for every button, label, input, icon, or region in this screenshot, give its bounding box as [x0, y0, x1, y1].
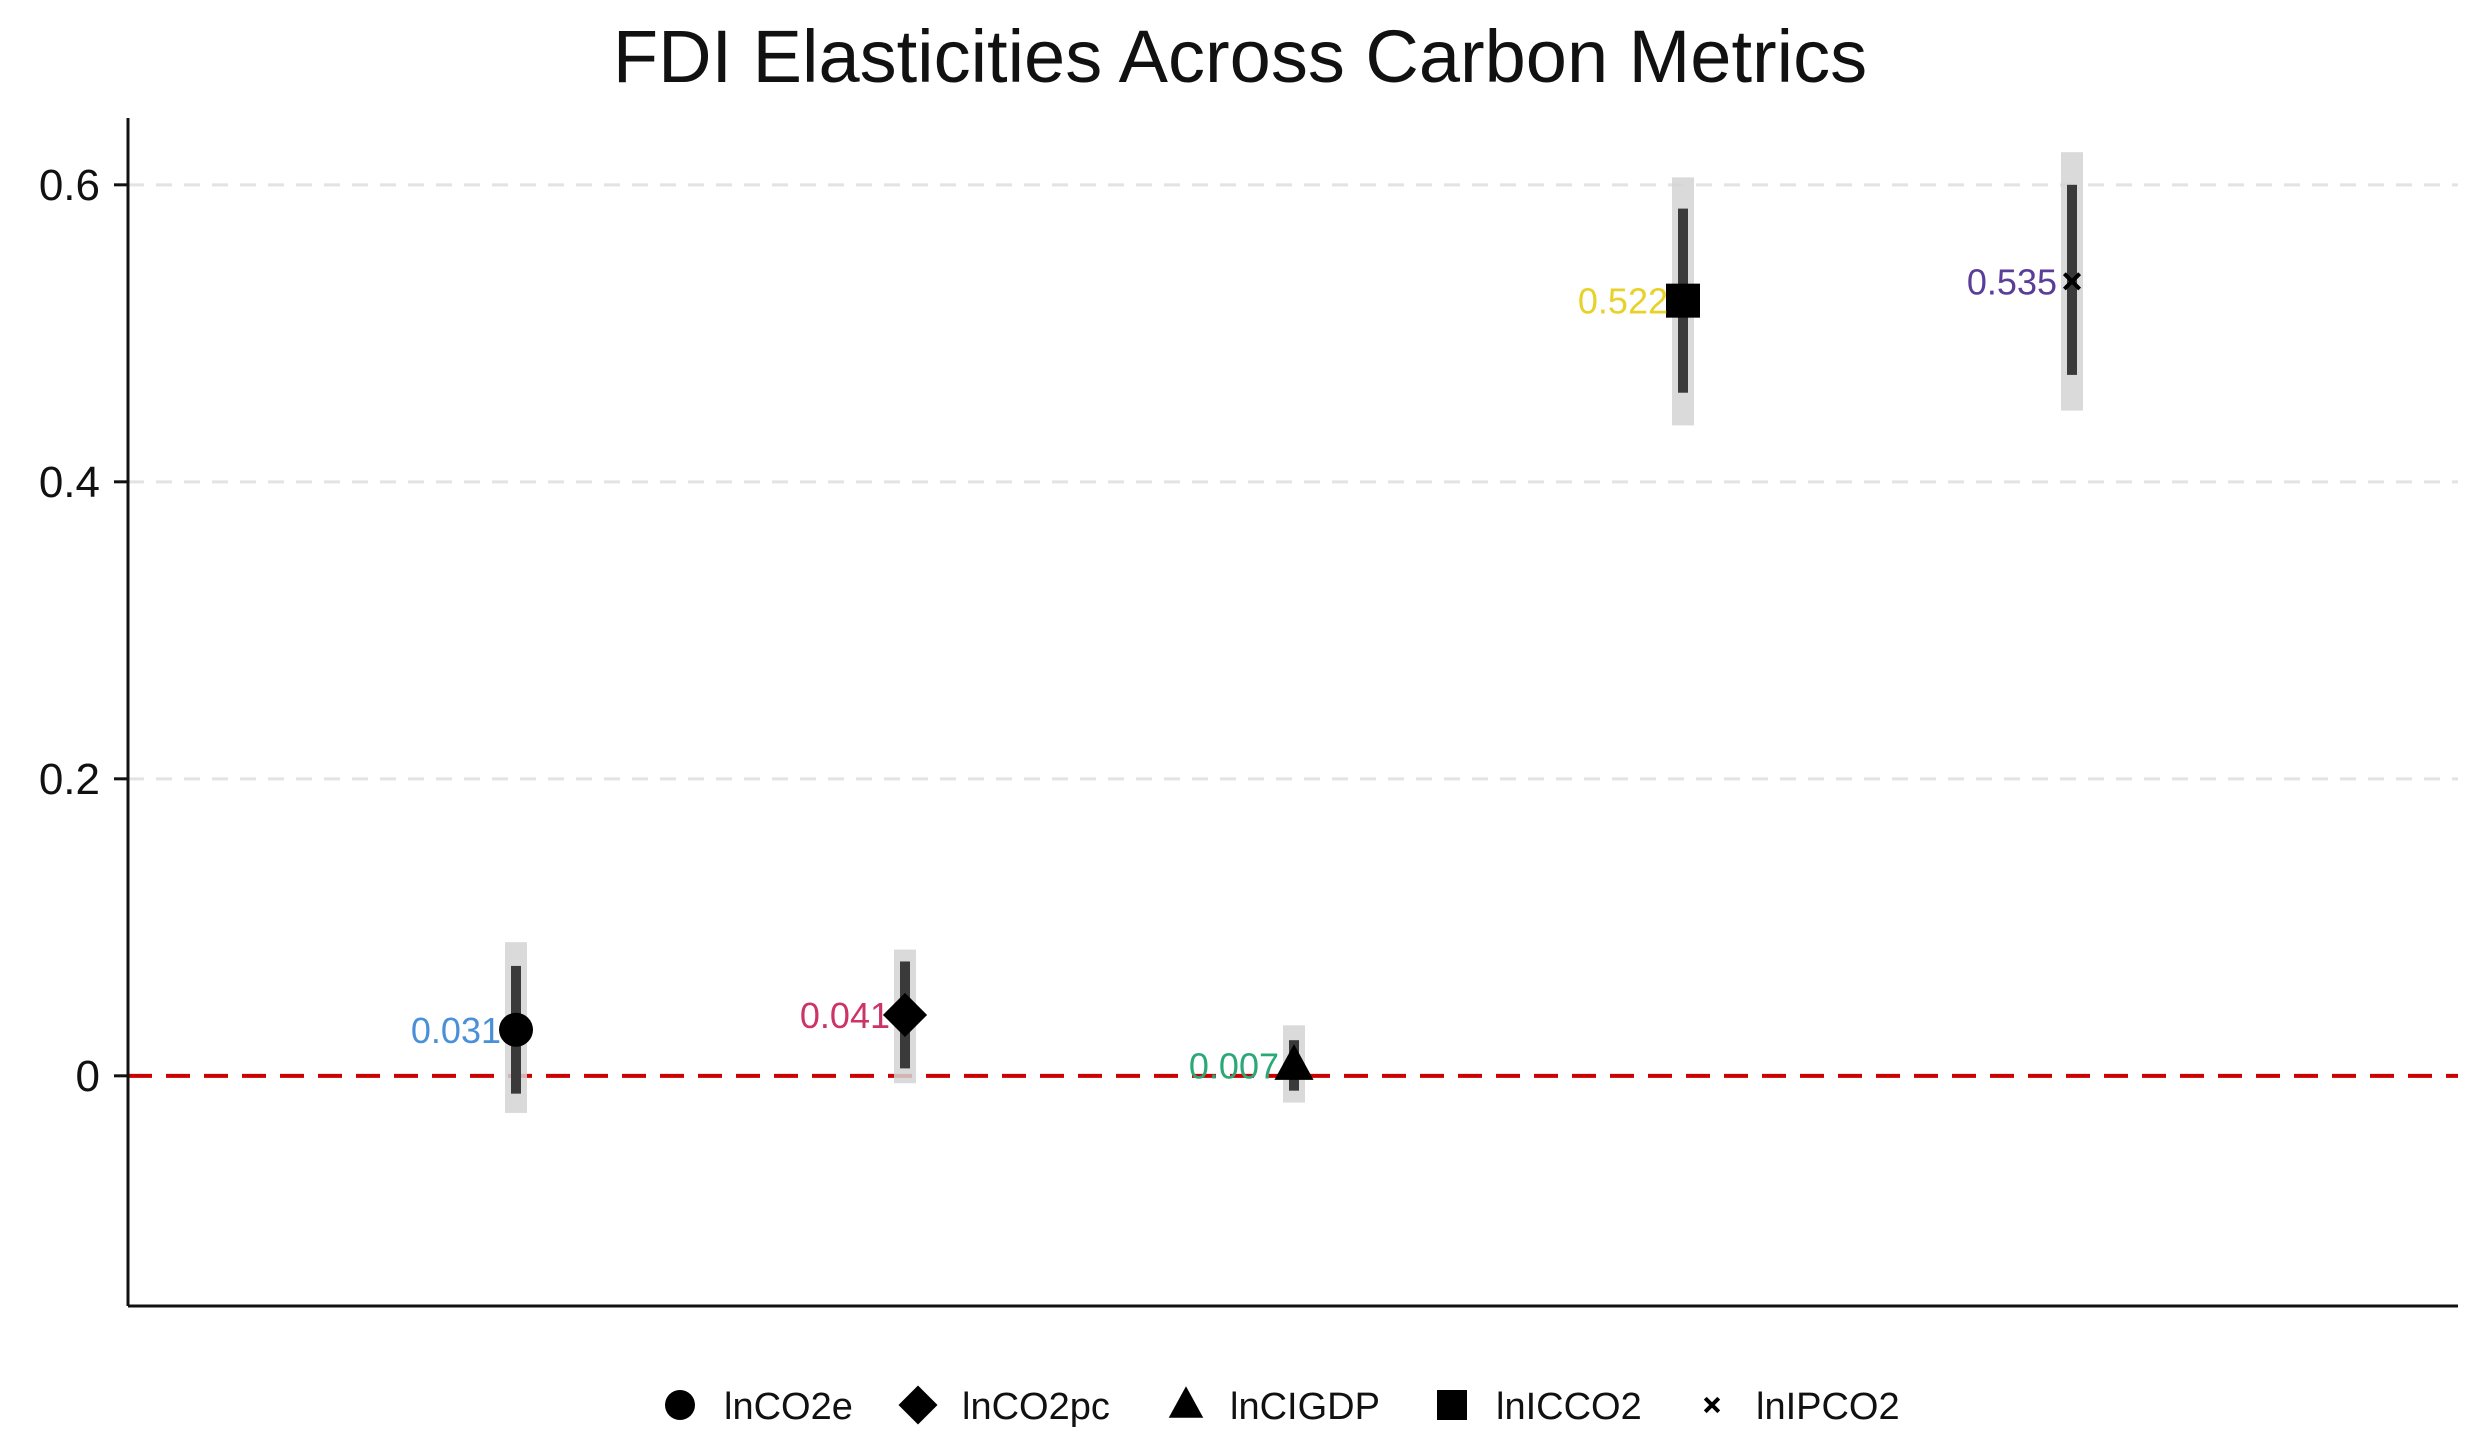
legend-label: lnCO2pc [962, 1386, 1110, 1428]
legend-label: lnIPCO2 [1756, 1386, 1900, 1428]
y-tick-labels: 0 0.2 0.4 0.6 [39, 161, 128, 1101]
legend-marker-square [1437, 1390, 1467, 1420]
grid-lines [128, 183, 2458, 781]
data-point-x [2062, 272, 2082, 291]
data-points [499, 272, 2082, 1080]
legend-label: lnCIGDP [1230, 1386, 1380, 1428]
y-tick-label: 0.6 [39, 161, 100, 210]
y-tick-label: 0.4 [39, 458, 100, 507]
data-point-square [1666, 283, 1700, 318]
data-label: 0.535 [1967, 261, 2057, 302]
data-point-triangle [1274, 1044, 1314, 1080]
data-point-circle [499, 1012, 533, 1047]
confidence-intervals [505, 152, 2083, 1113]
legend-marker-triangle [1168, 1386, 1204, 1418]
chart-title: FDI Elasticities Across Carbon Metrics [612, 15, 1868, 98]
legend-label: lnCO2e [724, 1386, 853, 1428]
axes [126, 118, 2458, 1308]
data-label: 0.522 [1578, 281, 1668, 322]
y-tick-label: 0 [76, 1052, 100, 1101]
legend-marker-diamond [898, 1385, 938, 1425]
y-tick-label: 0.2 [39, 755, 100, 804]
data-label: 0.007 [1189, 1045, 1279, 1086]
data-label: 0.031 [411, 1010, 501, 1051]
legend: lnCO2e lnCO2pc lnCIGDP lnICCO2 lnIPCO2 [665, 1385, 1900, 1428]
legend-label: lnICCO2 [1496, 1386, 1642, 1428]
data-point-diamond [882, 992, 928, 1038]
data-label: 0.041 [800, 995, 890, 1036]
data-labels: 0.031 0.041 0.007 0.522 0.535 [411, 261, 2057, 1086]
legend-marker-circle [665, 1390, 695, 1420]
legend-marker-x [1703, 1396, 1721, 1414]
